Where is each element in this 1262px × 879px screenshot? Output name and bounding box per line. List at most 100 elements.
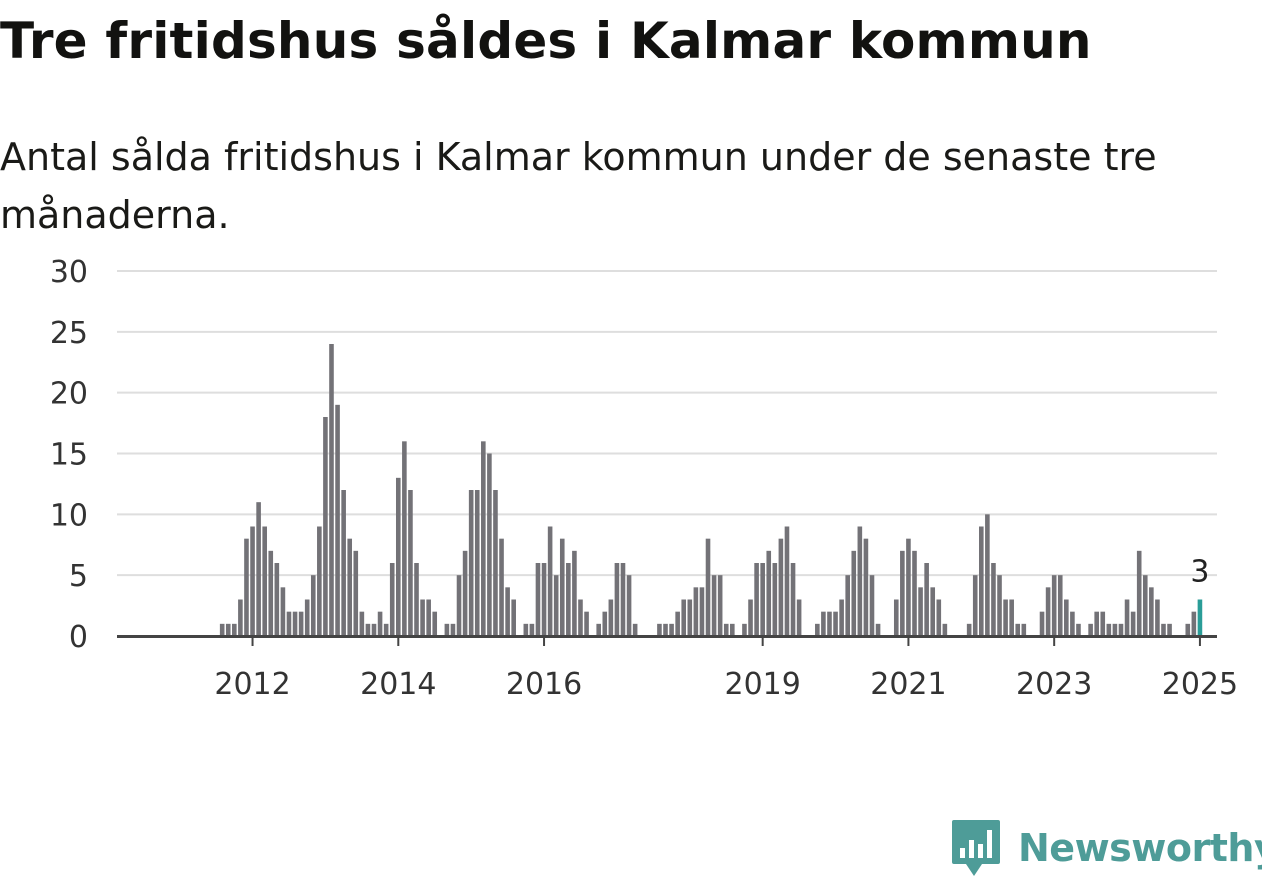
bar [559, 538, 565, 636]
bar [669, 623, 674, 636]
bar [705, 538, 711, 636]
bars [219, 344, 1203, 636]
bar [1064, 599, 1069, 636]
gridlines [117, 270, 1217, 577]
bar [821, 611, 826, 636]
bar [1039, 611, 1045, 636]
bar [936, 599, 942, 636]
bar [402, 441, 407, 636]
bar [784, 526, 790, 636]
bar [1167, 623, 1172, 636]
data-labels: 3 [1190, 555, 1209, 590]
x-tick-label-2023: 2023 [1016, 667, 1092, 702]
bar [1130, 611, 1136, 636]
bar [1106, 623, 1112, 636]
bar [474, 490, 480, 636]
y-axis-ticks: 0 5 10 15 20 25 30 [50, 255, 88, 655]
bar [553, 575, 559, 636]
bar [730, 623, 735, 636]
bar [1088, 623, 1093, 636]
bar [681, 599, 687, 636]
bar [966, 623, 972, 636]
bar [1118, 623, 1124, 636]
bar [632, 623, 638, 636]
bar [717, 575, 723, 636]
bar [1185, 623, 1191, 636]
bar [875, 623, 881, 636]
bar [1076, 623, 1081, 636]
bar [893, 599, 899, 636]
brand-name: Newsworthy [1018, 826, 1262, 870]
bar [493, 490, 498, 636]
bar [991, 563, 996, 636]
bar [742, 623, 747, 636]
bar [347, 538, 353, 636]
bar [626, 575, 632, 636]
bar [462, 550, 468, 636]
bar [329, 344, 334, 636]
bar [1100, 611, 1106, 636]
bar [900, 550, 905, 636]
bar [1155, 599, 1160, 636]
bar [693, 587, 699, 636]
bar [1003, 599, 1008, 636]
bar [566, 563, 571, 636]
bar [420, 599, 425, 636]
x-tick-label-2016: 2016 [506, 667, 582, 702]
bar [268, 550, 274, 636]
bar [456, 575, 462, 636]
bar [578, 599, 583, 636]
bar [414, 563, 419, 636]
y-tick-label-15: 15 [50, 438, 88, 473]
bar [432, 611, 438, 636]
bar [1009, 599, 1014, 636]
bar [584, 611, 589, 636]
y-tick-label-5: 5 [69, 559, 88, 594]
newsworthy-logo-icon [952, 820, 1000, 876]
bar [620, 563, 626, 636]
bar [353, 550, 359, 636]
bar [523, 623, 529, 636]
bar [572, 550, 577, 636]
bar [547, 526, 553, 636]
bar [274, 563, 280, 636]
bar [481, 441, 486, 636]
bar [286, 611, 292, 636]
bar [1070, 611, 1075, 636]
newsworthy-logo: Newsworthy [950, 818, 1262, 878]
bar [687, 599, 693, 636]
bar [250, 526, 255, 636]
bar [487, 453, 492, 636]
bar [760, 563, 765, 636]
bar [529, 623, 535, 636]
bar [219, 623, 225, 636]
x-tick-label-2019: 2019 [724, 667, 800, 702]
bar [1112, 623, 1118, 636]
bar [766, 550, 772, 636]
bar [663, 623, 668, 636]
bar [723, 623, 729, 636]
bar [827, 611, 832, 636]
bar [1161, 623, 1166, 636]
bar [426, 599, 431, 636]
x-axis-ticks: 2012 2014 2016 2019 2021 2023 2025 [214, 638, 1238, 702]
x-tick-label-2021: 2021 [870, 667, 946, 702]
bar [371, 623, 377, 636]
bar [225, 623, 231, 636]
bar [262, 526, 267, 636]
bar [1191, 611, 1197, 636]
y-tick-label-25: 25 [50, 316, 88, 351]
bar [863, 538, 869, 636]
bar [232, 623, 237, 636]
bar [499, 538, 504, 636]
bar [614, 563, 620, 636]
chart-subtitle: Antal sålda fritidshus i Kalmar kommun u… [0, 135, 1157, 237]
bar [1045, 587, 1051, 636]
bar [918, 587, 923, 636]
bar [450, 623, 456, 636]
bar [675, 611, 680, 636]
bar [304, 599, 310, 636]
bar [541, 563, 547, 636]
bar [711, 575, 717, 636]
